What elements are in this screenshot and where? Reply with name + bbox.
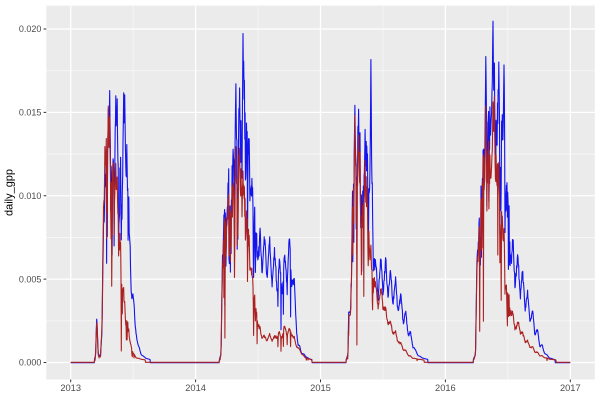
svg-text:2016: 2016 (435, 383, 456, 393)
svg-text:0.000: 0.000 (19, 358, 42, 368)
svg-text:2015: 2015 (310, 383, 331, 393)
svg-text:0.010: 0.010 (19, 191, 42, 201)
svg-text:0.005: 0.005 (19, 274, 42, 284)
svg-text:0.020: 0.020 (19, 24, 42, 34)
svg-text:2013: 2013 (60, 383, 81, 393)
svg-text:0.015: 0.015 (19, 108, 42, 118)
svg-text:2014: 2014 (185, 383, 206, 393)
svg-text:2017: 2017 (560, 383, 581, 393)
svg-text:daily_gpp: daily_gpp (4, 169, 16, 216)
